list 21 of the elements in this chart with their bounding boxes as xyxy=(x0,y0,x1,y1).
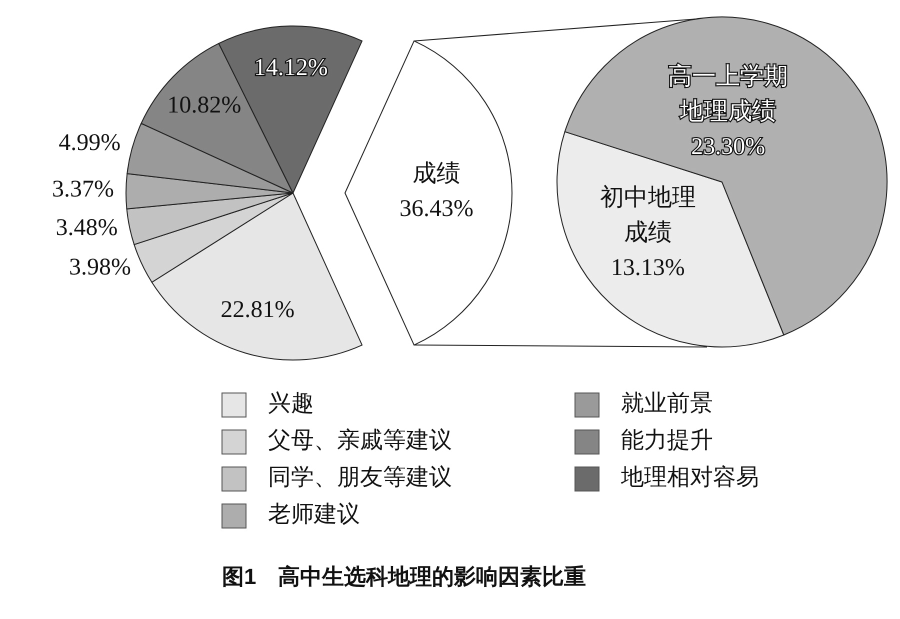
legend-label: 父母、亲戚等建议 xyxy=(268,427,452,452)
data-label: 3.98% xyxy=(68,254,131,281)
slice-label: 高一上学期地理成绩 xyxy=(668,63,788,126)
legend-label: 就业前景 xyxy=(621,390,713,416)
legend-label: 老师建议 xyxy=(268,501,360,526)
data-label: 3.48% xyxy=(56,214,118,241)
data-label: 3.37% xyxy=(52,176,114,203)
slice-label: 成绩 xyxy=(412,161,460,188)
data-label: 13.13% xyxy=(610,254,685,281)
data-label: 10.82% xyxy=(167,92,242,118)
data-label: 14.12% xyxy=(254,54,328,81)
slice-label: 初中地理成绩 xyxy=(600,184,696,246)
data-label: 22.81% xyxy=(220,296,295,323)
data-label: 36.43% xyxy=(400,196,474,222)
data-label: 4.99% xyxy=(58,130,121,156)
legend-label: 能力提升 xyxy=(621,427,713,452)
data-label: 23.30% xyxy=(691,134,766,160)
legend-label: 地理相对容易 xyxy=(620,464,759,490)
legend-label: 同学、朋友等建议 xyxy=(268,464,452,490)
legend-label: 兴趣 xyxy=(268,390,314,416)
text: 图1 高中生选科地理的影响因素比重 xyxy=(222,564,586,589)
